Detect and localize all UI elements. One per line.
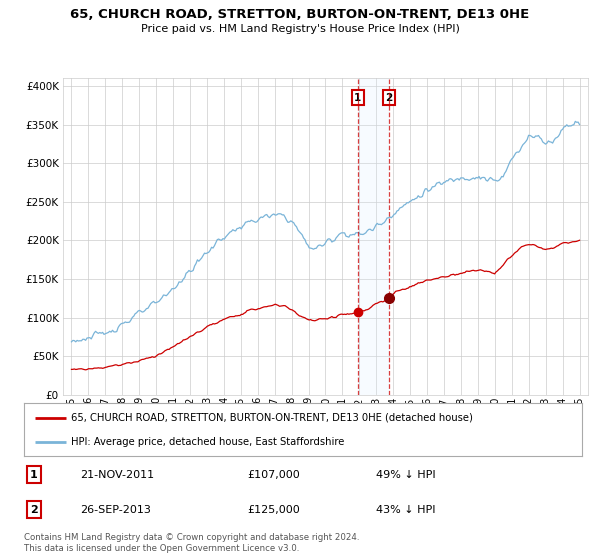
Text: £125,000: £125,000 (247, 505, 300, 515)
Text: 43% ↓ HPI: 43% ↓ HPI (376, 505, 435, 515)
Text: 2: 2 (30, 505, 38, 515)
Text: 26-SEP-2013: 26-SEP-2013 (80, 505, 151, 515)
Text: £107,000: £107,000 (247, 470, 300, 479)
Text: 1: 1 (354, 92, 361, 102)
Text: Price paid vs. HM Land Registry's House Price Index (HPI): Price paid vs. HM Land Registry's House … (140, 24, 460, 34)
Text: 49% ↓ HPI: 49% ↓ HPI (376, 470, 435, 479)
Bar (358, 78, 389, 395)
Text: 65, CHURCH ROAD, STRETTON, BURTON-ON-TRENT, DE13 0HE (detached house): 65, CHURCH ROAD, STRETTON, BURTON-ON-TRE… (71, 413, 473, 423)
Text: HPI: Average price, detached house, East Staffordshire: HPI: Average price, detached house, East… (71, 437, 345, 447)
Text: 2: 2 (385, 92, 392, 102)
Text: 21-NOV-2011: 21-NOV-2011 (80, 470, 154, 479)
Text: Contains HM Land Registry data © Crown copyright and database right 2024.
This d: Contains HM Land Registry data © Crown c… (24, 533, 359, 553)
Text: 1: 1 (30, 470, 38, 479)
Text: 65, CHURCH ROAD, STRETTON, BURTON-ON-TRENT, DE13 0HE: 65, CHURCH ROAD, STRETTON, BURTON-ON-TRE… (70, 8, 530, 21)
